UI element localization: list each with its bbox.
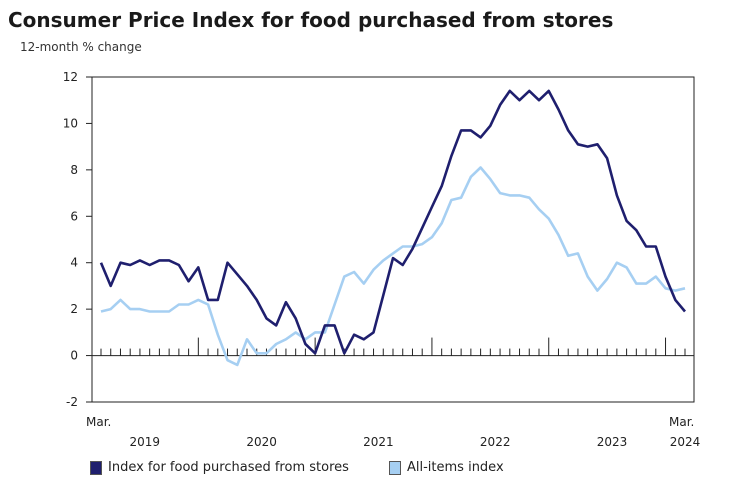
x-axis-start-label: Mar. (86, 415, 111, 429)
x-year-label: 2019 (130, 435, 161, 449)
y-tick-label: 6 (70, 209, 78, 223)
legend-item-all-items: All-items index (389, 460, 504, 475)
series-layer (99, 89, 686, 367)
series-line-all-items (100, 166, 686, 367)
x-year-label: 2023 (597, 435, 628, 449)
chart-title: Consumer Price Index for food purchased … (8, 8, 614, 32)
legend-label-all-items: All-items index (407, 460, 504, 475)
y-tick-label: 8 (70, 163, 78, 177)
y-tick-label: 10 (63, 116, 78, 130)
x-axis-end-label: Mar. (669, 415, 694, 429)
x-year-label: 2021 (363, 435, 394, 449)
x-axis-year-labels: 2019 2020 2021 2022 2023 2024 (130, 435, 701, 449)
x-year-label: 2024 (670, 435, 701, 449)
x-year-label: 2020 (246, 435, 277, 449)
legend-swatch-food (90, 460, 102, 475)
y-tick-label: 2 (70, 302, 78, 316)
legend-swatch-all-items (389, 460, 401, 475)
x-axis-ticks (100, 337, 686, 356)
legend-item-food: Index for food purchased from stores (90, 460, 349, 475)
x-year-label: 2022 (480, 435, 511, 449)
y-tick-label: -2 (66, 395, 78, 409)
legend-label-food: Index for food purchased from stores (108, 460, 349, 475)
y-tick-label: 4 (70, 256, 78, 270)
plot-frame (91, 76, 695, 403)
series-line-food (99, 89, 686, 355)
y-tick-label: 12 (63, 70, 78, 84)
y-axis-label: 12-month % change (20, 40, 142, 54)
y-axis-ticks: -2 0 2 4 6 8 10 12 (63, 70, 92, 409)
y-tick-label: 0 (70, 349, 78, 363)
